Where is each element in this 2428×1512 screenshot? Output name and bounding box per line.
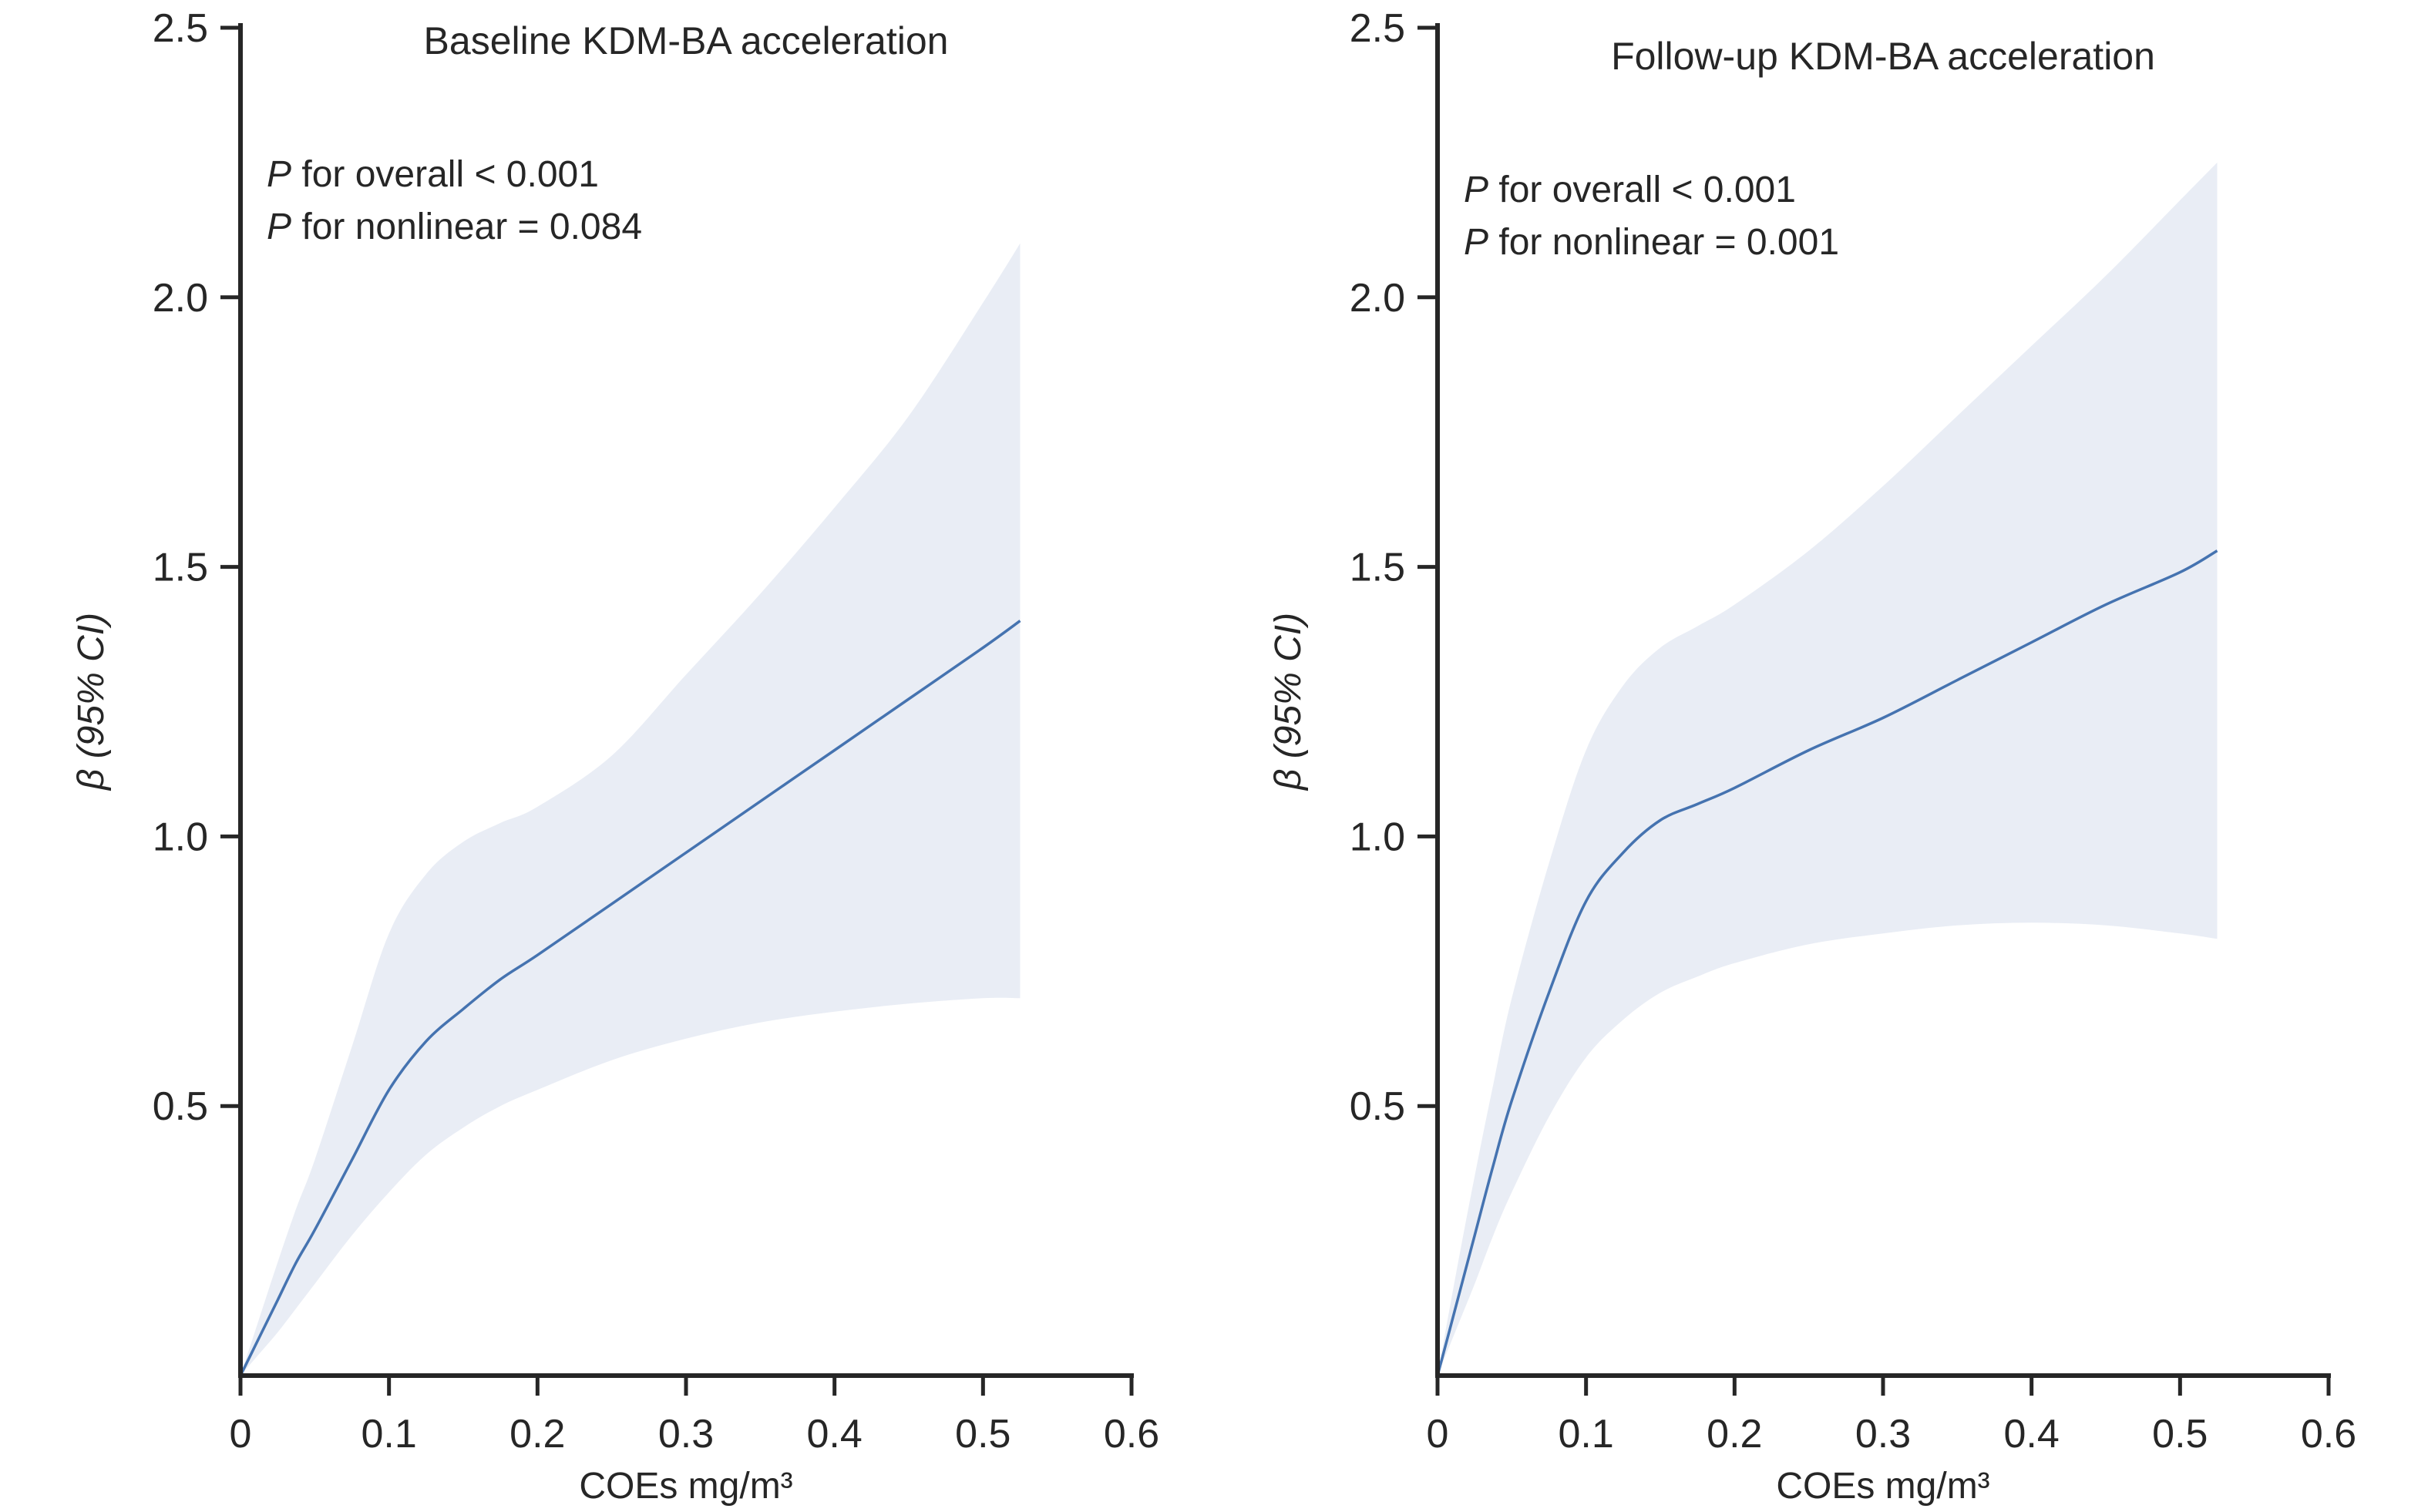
beta-line (1436, 549, 2218, 1376)
y-axis-label: β (95% CI) (71, 613, 112, 791)
x-tick-label: 0.4 (2004, 1412, 2060, 1457)
x-tick-label: 0.4 (807, 1412, 863, 1457)
p-value-annotation: P for overall < 0.001 (267, 154, 599, 195)
y-tick-label: 0.5 (1350, 1084, 1405, 1129)
p-value-annotation: P for nonlinear = 0.084 (267, 207, 642, 247)
chart-title: Follow-up KDM-BA acceleration (1611, 35, 2155, 78)
x-tick-label: 0 (1427, 1412, 1449, 1457)
y-tick-label: 1.0 (1350, 815, 1405, 859)
x-tick-label: 0.3 (658, 1412, 714, 1457)
p-value-annotation: P for overall < 0.001 (1464, 170, 1796, 210)
x-axis-label: COEs mg/m³ (579, 1466, 792, 1507)
y-tick-label: 1.5 (1350, 546, 1405, 590)
x-axis-label: COEs mg/m³ (1776, 1466, 1989, 1507)
y-axis-label: β (95% CI) (1268, 613, 1309, 791)
x-tick-label: 0.5 (2152, 1412, 2208, 1457)
x-tick-label: 0.2 (509, 1412, 565, 1457)
y-tick-label: 2.0 (1350, 276, 1405, 321)
y-tick-label: 2.5 (1350, 6, 1405, 51)
ci-band (240, 243, 1021, 1376)
y-tick-label: 2.0 (153, 276, 208, 321)
x-tick-label: 0.1 (1559, 1412, 1614, 1457)
p-value-annotation: P for nonlinear = 0.001 (1464, 222, 1839, 263)
x-tick-label: 0.1 (362, 1412, 417, 1457)
x-tick-label: 0.6 (2301, 1412, 2356, 1457)
y-tick-label: 2.5 (153, 6, 208, 51)
y-tick-label: 0.5 (153, 1084, 208, 1129)
x-tick-label: 0.6 (1104, 1412, 1159, 1457)
x-tick-label: 0 (230, 1412, 252, 1457)
y-tick-label: 1.0 (153, 815, 208, 859)
x-tick-label: 0.3 (1855, 1412, 1911, 1457)
chart-title: Baseline KDM-BA acceleration (424, 19, 949, 62)
x-tick-label: 0.5 (955, 1412, 1011, 1457)
panel-followup: 0.5 1.0 1.5 2.0 2.5 0 0.1 0.2 0.3 0.4 0.5 0.6 Follow… (1268, 6, 2356, 1507)
panel-baseline: 0.5 1.0 1.5 2.0 2.5 0 0.1 0.2 0.3 0.4 0.5 0.6 Baseli… (71, 6, 1159, 1507)
beta-line (239, 620, 1021, 1376)
ci-band (1438, 162, 2218, 1376)
y-tick-label: 1.5 (153, 546, 208, 590)
x-tick-label: 0.2 (1707, 1412, 1762, 1457)
